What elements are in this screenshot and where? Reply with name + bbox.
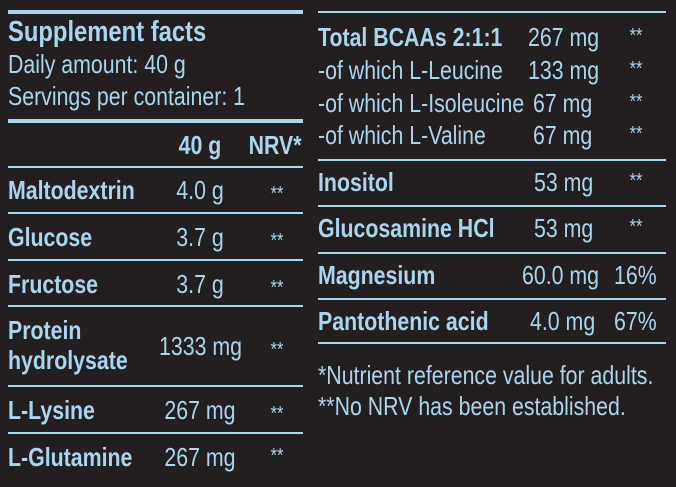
row-name: Glucosamine HCl [318, 213, 495, 243]
divider [8, 212, 303, 214]
divider [8, 259, 303, 261]
header-nrv: NRV* [249, 130, 302, 160]
daily-amount: Daily amount: 40 g [8, 49, 186, 79]
divider [8, 305, 303, 307]
divider [318, 252, 666, 254]
row-name: Fructose [8, 269, 99, 299]
row-amount: 267 mg [528, 22, 600, 52]
divider [318, 205, 666, 207]
row-amount: 267 mg [164, 442, 236, 472]
row-nrv: ** [270, 277, 284, 299]
divider [318, 298, 666, 300]
row-nrv: ** [270, 339, 284, 361]
divider [318, 11, 666, 13]
divider [8, 385, 303, 387]
row-amount: 4.0 g [176, 175, 224, 205]
row-name: -of which L-Valine [318, 120, 486, 150]
row-nrv: ** [629, 91, 643, 113]
footnote-no-nrv: **No NRV has been established. [318, 391, 626, 421]
row-nrv: ** [629, 170, 643, 192]
row-nrv: ** [629, 58, 643, 80]
row-nrv: 16% [614, 260, 657, 290]
row-amount: 4.0 mg [530, 306, 596, 336]
row-amount: 60.0 mg [522, 260, 600, 290]
row-nrv: ** [629, 216, 643, 238]
row-name: Glucose [8, 222, 93, 252]
row-nrv: ** [270, 230, 284, 252]
row-amount: 53 mg [534, 167, 594, 197]
divider [318, 342, 666, 344]
row-amount: 1333 mg [159, 331, 242, 361]
row-name: L-Glutamine [8, 442, 133, 472]
row-name: -of which L-Leucine [318, 55, 503, 85]
row-nrv: ** [270, 403, 284, 425]
row-nrv: 67% [614, 306, 657, 336]
divider [8, 10, 303, 14]
row-name-line2: hydrolysate [8, 345, 128, 375]
header-amount: 40 g [178, 130, 222, 160]
row-name: Protein [8, 315, 82, 345]
divider [8, 432, 303, 434]
divider [8, 166, 303, 168]
footnote-nrv: *Nutrient reference value for adults. [318, 360, 654, 390]
row-amount: 3.7 g [176, 269, 224, 299]
row-amount: 133 mg [528, 55, 600, 85]
row-amount: 53 mg [534, 213, 594, 243]
row-name: Inositol [318, 167, 394, 197]
row-nrv: ** [270, 445, 284, 467]
divider [8, 119, 303, 123]
row-nrv: ** [270, 183, 284, 205]
row-amount: 3.7 g [176, 222, 224, 252]
row-name: -of which L-Isoleucine [318, 88, 525, 118]
row-name: Total BCAAs 2:1:1 [318, 22, 503, 52]
row-name: Pantothenic acid [318, 306, 489, 336]
row-amount: 67 mg [533, 88, 593, 118]
row-amount: 67 mg [533, 120, 593, 150]
row-name: L-Lysine [8, 395, 95, 425]
row-name: Magnesium [318, 260, 436, 290]
row-amount: 267 mg [164, 395, 236, 425]
row-nrv: ** [629, 123, 643, 145]
servings: Servings per container: 1 [8, 81, 246, 111]
divider [318, 159, 666, 161]
title: Supplement facts [8, 16, 207, 48]
row-name: Maltodextrin [8, 175, 135, 205]
row-nrv: ** [629, 25, 643, 47]
